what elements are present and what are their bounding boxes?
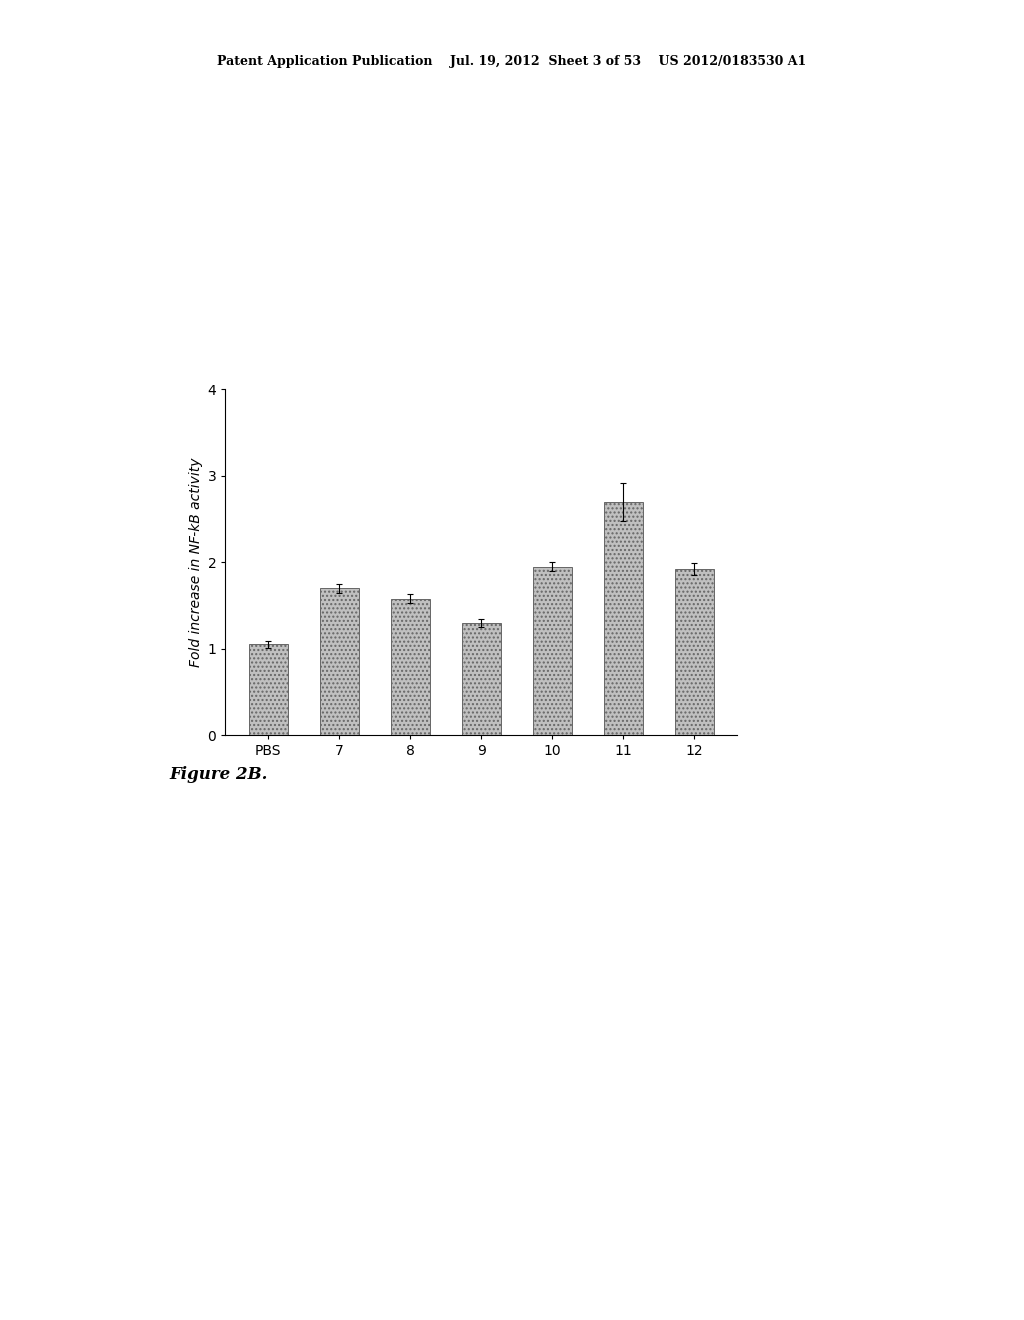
Bar	[391, 599, 430, 735]
Bar	[532, 566, 571, 735]
Bar	[319, 589, 358, 735]
Y-axis label: Fold increase in NF-kB activity: Fold increase in NF-kB activity	[189, 458, 203, 667]
Text: Figure 2B.: Figure 2B.	[169, 766, 267, 783]
Bar	[462, 623, 501, 735]
Bar	[604, 502, 643, 735]
Bar	[249, 644, 288, 735]
Text: Patent Application Publication    Jul. 19, 2012  Sheet 3 of 53    US 2012/018353: Patent Application Publication Jul. 19, …	[217, 55, 807, 69]
Bar	[675, 569, 714, 735]
